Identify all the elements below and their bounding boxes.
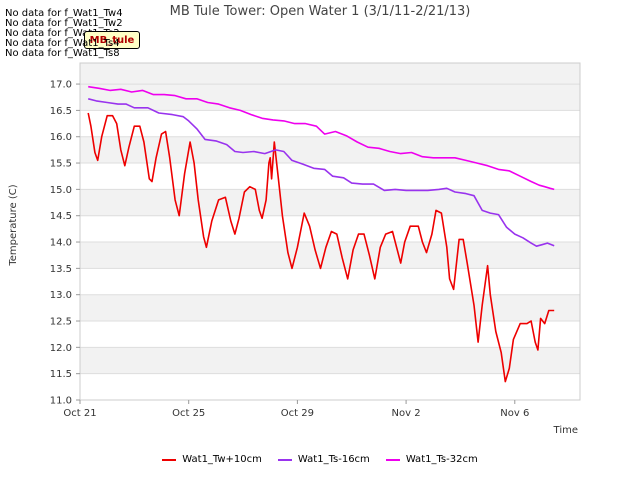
grid-lines <box>80 83 580 401</box>
plot-background-bands <box>80 63 580 374</box>
y-tick-label: 16.5 <box>50 106 72 117</box>
x-tick-label: Oct 21 <box>63 408 96 419</box>
grid-band <box>80 347 580 374</box>
x-tick-label: Oct 29 <box>281 408 314 419</box>
y-tick-label: 14.0 <box>50 238 72 249</box>
grid-band <box>80 242 580 269</box>
x-axis: Oct 21 Oct 25 Oct 29 Nov 2 Nov 6 <box>63 400 529 419</box>
site-badge: MB_tule <box>84 31 140 49</box>
no-data-message: No data for f_Wat1_Ts8 <box>5 48 120 59</box>
y-tick-label: 12.0 <box>50 343 72 354</box>
x-tick-label: Oct 25 <box>172 408 205 419</box>
y-axis-label: Temperature (C) <box>8 184 19 266</box>
legend-label: Wat1_Tw+10cm <box>182 454 262 465</box>
x-axis-label: Time <box>553 425 578 436</box>
y-tick-label: 16.0 <box>50 132 72 143</box>
no-data-message: No data for f_Wat1_Ts2 <box>5 28 120 39</box>
grid-band <box>80 136 580 164</box>
legend-item[interactable]: Wat1_Ts-16cm <box>277 454 370 465</box>
y-tick-label: 14.5 <box>50 211 72 222</box>
y-axis: 11.0 11.5 12.0 12.5 13.0 13.5 14.0 14.5 15.0 15.5… <box>50 80 80 407</box>
legend-label: Wat1_Ts-32cm <box>405 454 478 465</box>
no-data-message: No data for f_Wat1_Tw2 <box>5 18 123 29</box>
y-tick-label: 17.0 <box>50 80 72 91</box>
grid-band <box>80 294 580 322</box>
plot-area <box>79 62 581 401</box>
y-tick-label: 11.5 <box>50 369 72 380</box>
y-tick-label: 15.0 <box>50 185 72 196</box>
series-lines <box>87 85 555 383</box>
grid-band <box>80 63 580 85</box>
legend-swatch <box>385 458 400 461</box>
legend-label: Wat1_Ts-16cm <box>297 454 370 465</box>
y-tick-label: 11.0 <box>50 396 72 407</box>
legend-swatch <box>162 458 177 461</box>
no-data-message: No data for f_Wat1_Ts4 <box>5 38 120 49</box>
grid-band <box>80 189 580 216</box>
grid-band <box>80 84 580 111</box>
x-tick-label: Nov 2 <box>392 408 421 419</box>
chart-title: MB Tule Tower: Open Water 1 (3/1/11-2/21… <box>170 4 471 19</box>
y-tick-label: 12.5 <box>50 317 72 328</box>
legend-swatch <box>277 458 292 461</box>
series-line <box>87 112 555 383</box>
y-tick-label: 15.5 <box>50 159 72 170</box>
y-tick-label: 13.5 <box>50 264 72 275</box>
x-tick-label: Nov 6 <box>500 408 529 419</box>
y-tick-label: 13.0 <box>50 290 72 301</box>
legend-item[interactable]: Wat1_Ts-32cm <box>385 454 478 465</box>
no-data-message: No data for f_Wat1_Tw4 <box>5 8 123 19</box>
series-line <box>87 98 555 247</box>
legend-item[interactable]: Wat1_Tw+10cm <box>162 454 262 465</box>
legend: Wat1_Tw+10cm Wat1_Ts-16cm Wat1_Ts-32cm <box>0 454 640 465</box>
series-line <box>88 85 555 191</box>
